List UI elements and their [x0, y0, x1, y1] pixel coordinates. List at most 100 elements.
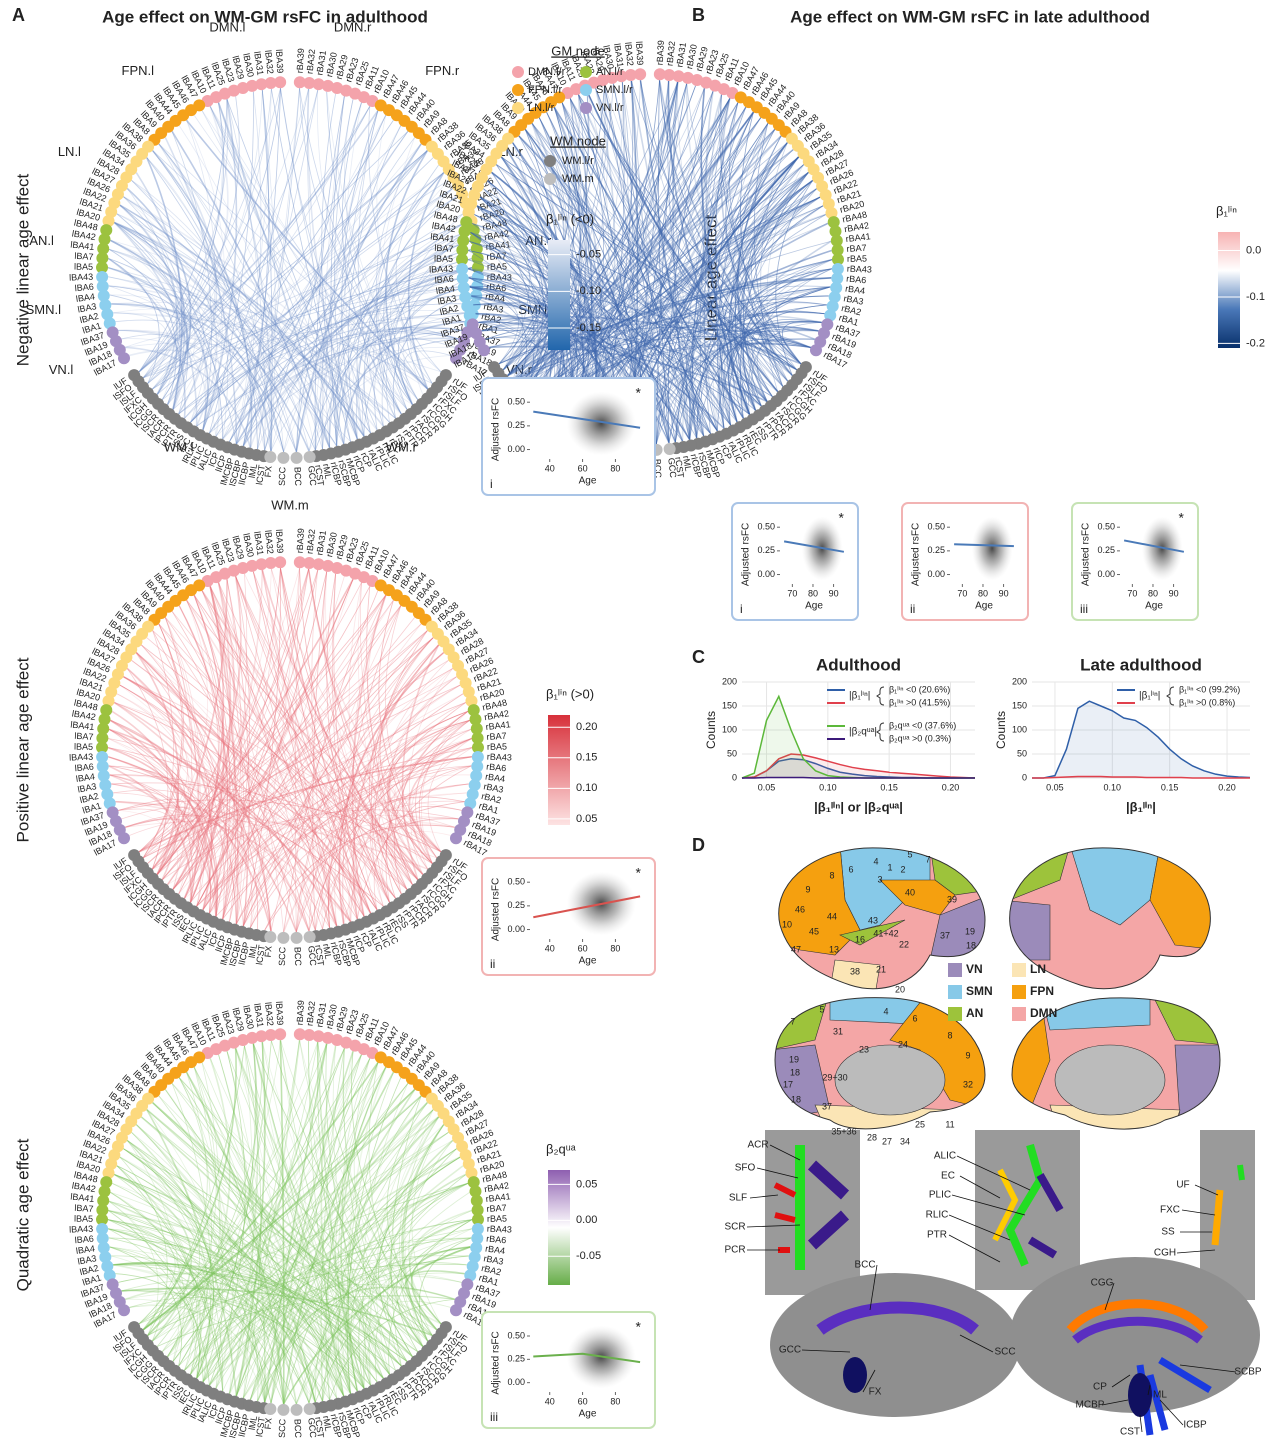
- colorbar-tick-label: 0.20: [576, 721, 597, 733]
- node: [321, 559, 334, 572]
- chord-link: [109, 774, 217, 917]
- node: [471, 1213, 484, 1226]
- chord-link: [322, 110, 379, 450]
- chord-link: [242, 738, 472, 927]
- chord-link: [190, 172, 444, 423]
- chord-link: [110, 1192, 224, 1392]
- chord-link: [147, 90, 319, 384]
- chord-link: [162, 1237, 472, 1352]
- legend-label: FPN.l/r: [528, 84, 563, 96]
- chord-link: [164, 617, 192, 890]
- chord-link: [161, 586, 371, 880]
- x-tick-label: 0.10: [1104, 782, 1122, 792]
- network-swatch: [1012, 985, 1026, 999]
- chord-link: [114, 1174, 198, 1375]
- chord-link: [108, 729, 244, 926]
- node: [470, 1241, 483, 1254]
- y-tick-label: 0.50: [507, 877, 525, 887]
- chord-link: [307, 568, 424, 875]
- node: [264, 76, 277, 89]
- chord-link: [110, 239, 189, 410]
- chord-link: [121, 1290, 330, 1400]
- chord-link: [111, 1255, 316, 1403]
- chord-link: [113, 1263, 413, 1357]
- chord-link: [108, 729, 193, 903]
- chord-link: [228, 1182, 469, 1394]
- chord-link: [115, 801, 316, 931]
- chord-link: [196, 579, 354, 907]
- x-tick-label: 40: [545, 1396, 555, 1406]
- tract-label: PLIC: [929, 1190, 951, 1201]
- chord-link: [108, 1201, 159, 1336]
- chord-link: [235, 91, 262, 444]
- chord-link: [186, 1072, 212, 1375]
- colorbar-title: β₁ˡⁱⁿ: [1216, 203, 1237, 218]
- chord-link: [356, 765, 472, 920]
- node-label: rBA2: [480, 1263, 502, 1277]
- chord-link: [280, 1040, 371, 1386]
- chord-link: [108, 1228, 408, 1362]
- area-number: 24: [898, 1039, 908, 1049]
- chord-link: [143, 747, 473, 859]
- chord-link: [109, 774, 378, 911]
- chord-link: [261, 90, 273, 452]
- chord-link: [390, 239, 470, 390]
- chord-link: [125, 342, 396, 419]
- chord-link: [126, 668, 169, 870]
- chord-link: [282, 1071, 395, 1404]
- y-tick-label: 150: [1012, 700, 1027, 710]
- chord-link: [196, 719, 470, 907]
- node: [99, 299, 112, 312]
- y-axis-label: Adjusted rsFC: [491, 1331, 502, 1394]
- network-label: DMN.r: [334, 19, 372, 34]
- chord-link: [167, 1040, 281, 1357]
- chord-link: [131, 180, 316, 451]
- chord-link: [252, 1043, 424, 1347]
- node-label: lBA31: [252, 531, 266, 556]
- area-number: 31: [833, 1026, 843, 1036]
- node-label: rBA5: [487, 262, 507, 272]
- node: [97, 722, 110, 735]
- chord-link: [386, 765, 472, 899]
- chord-link: [164, 617, 229, 910]
- chord-link: [299, 1040, 438, 1330]
- chord-link: [282, 1246, 471, 1405]
- area-number: 2: [900, 864, 905, 874]
- chord-link: [108, 1237, 338, 1399]
- chord-link: [270, 88, 351, 442]
- chord-link: [367, 595, 442, 853]
- chord-link: [308, 711, 468, 932]
- node: [236, 561, 249, 574]
- node: [468, 1251, 481, 1264]
- chord-link: [142, 1048, 237, 1331]
- chord-link: [110, 240, 178, 400]
- chord-link: [469, 241, 731, 426]
- node-label: BCC: [293, 1419, 304, 1439]
- node: [100, 704, 113, 717]
- legend-label: β₁ˡⁱⁿ <0 (99.2%): [1179, 684, 1240, 694]
- legend-label: β₂qᵘᵃ <0 (37.6%): [889, 720, 956, 730]
- chord-link: [143, 594, 387, 859]
- node: [663, 442, 676, 455]
- node: [449, 352, 462, 365]
- chord-link: [405, 1270, 465, 1331]
- chord-link: [209, 573, 248, 914]
- chord-link: [346, 1072, 394, 1394]
- chord-link: [161, 582, 362, 880]
- chord-link: [138, 102, 225, 373]
- area-number: 7: [925, 854, 930, 864]
- chord-link: [158, 143, 229, 440]
- area-number: 8: [829, 870, 834, 880]
- chord-link: [158, 623, 297, 932]
- chord-link: [109, 774, 202, 907]
- chord-link: [112, 1264, 352, 1395]
- chord-link: [308, 285, 472, 452]
- chord-link: [209, 91, 254, 434]
- node-label: lBA4: [75, 771, 95, 784]
- x-tick-label: 0.20: [942, 782, 960, 792]
- chord-link: [123, 1148, 433, 1336]
- chord-link: [172, 630, 428, 890]
- x-axis-label: Age: [975, 601, 993, 612]
- chord-link: [143, 106, 371, 379]
- node-label: rBA2: [480, 791, 502, 805]
